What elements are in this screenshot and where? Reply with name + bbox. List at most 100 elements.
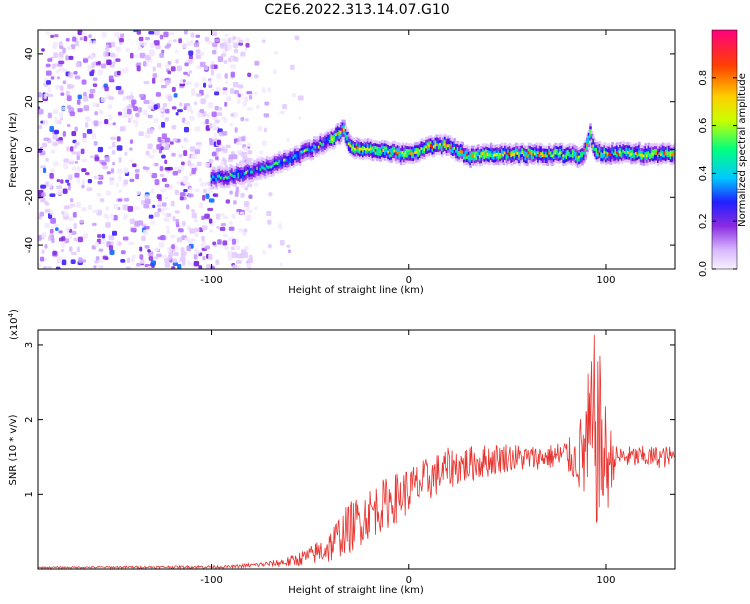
spectrogram-ridge-cell: [317, 139, 321, 143]
spectrogram-cell: [53, 34, 59, 38]
spectrogram-ridge-cell: [480, 157, 483, 161]
spectrogram-ridge-cell: [374, 143, 378, 147]
spectrogram-cell: [42, 167, 47, 174]
spectrogram-ridge-cell: [295, 153, 299, 157]
colorbar: 0.00.20.40.60.8 Normalized spectral ampl…: [698, 29, 748, 277]
spectrogram-ridge-cell: [374, 148, 378, 152]
spectrogram-ridge-cell: [461, 150, 465, 154]
spectrogram-ridge-cell: [429, 138, 433, 142]
spectrogram-ridge-cell: [638, 153, 641, 157]
spectrogram-cell: [101, 162, 107, 166]
spectrogram-ridge-cell: [246, 178, 250, 182]
spectrogram-ridge-cell: [360, 153, 364, 157]
spectrogram-ridge-cell: [387, 144, 390, 148]
spectrogram-ridge-cell: [481, 157, 485, 161]
spectrogram-cell: [169, 31, 175, 36]
spectrogram-ridge-cell: [268, 168, 272, 172]
spectrogram-cell: [221, 116, 227, 120]
spectrogram-cell: [74, 126, 78, 132]
spectrogram-ridge-cell: [453, 152, 457, 156]
spectrogram-ridge-cell: [450, 154, 453, 158]
colorbar-tick-label: 0.4: [698, 165, 709, 181]
spectrogram-ridge-cell: [562, 154, 565, 158]
spectrogram-ridge-cell: [478, 149, 482, 153]
spectrogram-ridge-cell: [532, 150, 536, 154]
spectrogram-ridge-cell: [663, 154, 666, 158]
spectrogram-cell: [44, 243, 48, 249]
spectrogram-ridge-cell: [497, 159, 501, 163]
spectrogram-ridge-cell: [418, 146, 422, 150]
spectrogram-cell: [100, 238, 106, 245]
spectrogram-ridge-cell: [264, 170, 267, 174]
spectrogram-ridge-cell: [417, 145, 420, 149]
spectrogram-ridge-cell: [574, 145, 578, 149]
spectrogram-cell: [297, 116, 302, 120]
spectrogram-ridge-cell: [609, 153, 613, 157]
spectrogram-cell: [200, 182, 207, 187]
spectrogram-cell: [119, 68, 125, 73]
spectrogram-ridge-cell: [352, 140, 356, 144]
spectrogram-cell: [172, 39, 177, 43]
spectrogram-ridge-cell: [562, 145, 565, 149]
spectrogram-ridge-cell: [218, 177, 222, 181]
spectrogram-ridge-cell: [428, 138, 431, 142]
spectrogram-ridge-cell: [541, 162, 545, 166]
spectrogram-ridge-cell: [251, 167, 255, 171]
spectrogram-ridge-cell: [541, 151, 545, 155]
spectrogram-ridge-cell: [433, 148, 436, 152]
spectrogram-cell: [217, 239, 222, 245]
spectrogram-ridge-cell: [272, 161, 275, 165]
spectrogram-cell: [204, 36, 210, 42]
spectrogram-ridge-cell: [393, 152, 397, 156]
spectrogram-cell: [224, 101, 228, 107]
spectrogram-ridge-cell: [291, 154, 294, 158]
spectrogram-ridge-cell: [308, 147, 311, 151]
spectrogram-ridge-cell: [614, 160, 618, 164]
spectrogram-ridge-cell: [354, 139, 357, 143]
spectrogram-ridge-cell: [533, 158, 537, 162]
spectrogram-ridge-cell: [603, 142, 606, 146]
spectrogram-cell: [172, 170, 179, 176]
spectrogram-ridge-cell: [576, 156, 580, 160]
spectrogram-ridge-cell: [513, 149, 517, 153]
spectrogram-ridge-cell: [339, 136, 343, 140]
spectrogram-cell: [243, 228, 248, 233]
spectrogram-ridge-cell: [380, 148, 384, 152]
spectrogram-ridge-cell: [279, 152, 283, 156]
spectrogram-ridge-cell: [333, 127, 337, 131]
spectrogram-ridge-cell: [579, 149, 583, 153]
spectrogram-cell: [58, 51, 64, 58]
spectrogram-cell: [82, 58, 88, 63]
spectrogram-ridge-cell: [295, 162, 299, 166]
spectrogram-ridge-cell: [480, 160, 483, 164]
spectrogram-ridge-cell: [232, 180, 236, 184]
spectrogram-ridge-cell: [380, 142, 384, 146]
spectrogram-ridge-cell: [612, 161, 616, 165]
spectrogram-ridge-cell: [633, 144, 636, 148]
spectrogram-cell: [188, 187, 193, 193]
spectrogram-ridge-cell: [316, 135, 319, 139]
spectrogram-cell: [191, 90, 196, 96]
spectrogram-cell: [203, 82, 207, 88]
spectrogram-ridge-cell: [412, 143, 416, 147]
spectrogram-cell: [188, 55, 193, 60]
spectrogram-ridge-cell: [238, 167, 242, 171]
spectrogram-ridge-cell: [327, 143, 330, 147]
spectrogram-cell: [239, 211, 245, 215]
spectrogram-ridge-cell: [354, 144, 357, 148]
spectrogram-cell: [68, 175, 73, 181]
spectrogram-ridge-cell: [309, 140, 313, 144]
spectrogram-cell: [194, 227, 200, 233]
spectrogram-ridge-cell: [268, 174, 272, 178]
spectrogram-cell: [194, 248, 198, 254]
spectrogram-cell: [233, 90, 239, 95]
spectrogram-cell: [144, 134, 151, 139]
spectrogram-ridge-cell: [653, 160, 657, 164]
spectrogram-ridge-cell: [668, 157, 671, 161]
spectrogram-ridge-cell: [568, 151, 572, 155]
spectrogram-ridge-cell: [492, 145, 496, 149]
spectrogram-ridge-cell: [606, 151, 610, 155]
spectrogram-ridge-cell: [256, 175, 259, 179]
spectrogram-cell: [48, 93, 54, 97]
spectrogram-ridge-cell: [507, 158, 510, 162]
